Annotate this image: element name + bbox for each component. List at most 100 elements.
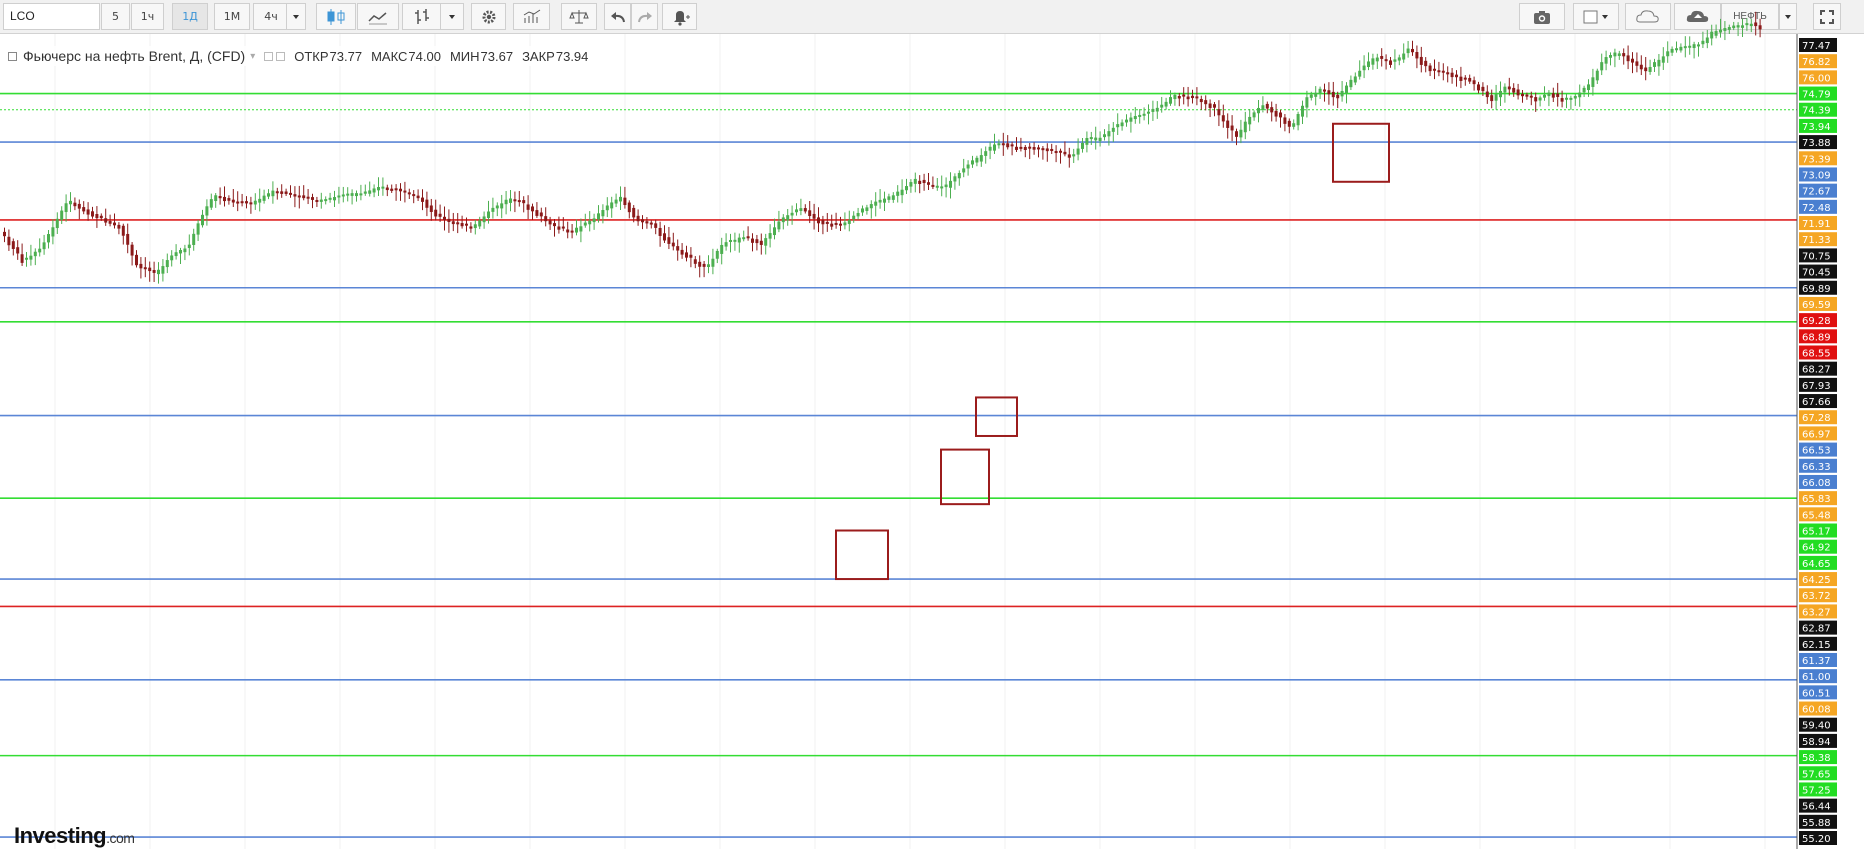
candle-body xyxy=(1063,151,1067,155)
interval-dropdown-button[interactable] xyxy=(286,3,306,30)
screenshot-button[interactable] xyxy=(1519,3,1565,30)
candle-body xyxy=(1314,92,1318,97)
indicators-icon xyxy=(523,9,540,23)
candle-body xyxy=(412,194,416,197)
price-label: 74.79 xyxy=(1802,90,1831,101)
candle-body xyxy=(649,222,653,225)
candle-body xyxy=(1714,31,1718,36)
candle-body xyxy=(1697,44,1700,47)
interval-5-button[interactable]: 5 xyxy=(101,3,130,30)
symbol-input[interactable]: LCO xyxy=(3,3,100,30)
candle-body xyxy=(768,233,772,239)
low-label: МИН xyxy=(449,48,480,64)
candle-body xyxy=(1138,114,1142,117)
price-label: 64.92 xyxy=(1802,543,1831,554)
candle-body xyxy=(1208,103,1212,108)
candle-body xyxy=(1657,59,1661,67)
undo-button[interactable] xyxy=(604,3,631,30)
candle-body xyxy=(1010,144,1014,147)
cloud-save-button[interactable] xyxy=(1674,3,1721,30)
chevron-down-icon[interactable]: ▾ xyxy=(250,50,256,62)
candle-body xyxy=(825,221,829,224)
candle-body xyxy=(403,190,407,193)
candle-body xyxy=(1204,100,1208,105)
price-label-bg xyxy=(1799,539,1837,554)
candle-body xyxy=(179,250,182,254)
candle-body xyxy=(957,172,961,179)
candle-body xyxy=(11,241,15,249)
candles-chart-type-button[interactable] xyxy=(316,3,356,30)
candle-body xyxy=(1745,23,1749,26)
price-label: 69.59 xyxy=(1802,300,1831,311)
price-label: 65.83 xyxy=(1802,494,1831,505)
collapse-legend-icon[interactable] xyxy=(8,51,17,61)
redo-button[interactable] xyxy=(631,3,658,30)
interval-1m-button[interactable]: 1М xyxy=(214,3,250,30)
candle-body xyxy=(632,207,636,218)
candle-body xyxy=(715,250,719,259)
price-label-bg xyxy=(1799,199,1837,214)
candle-body xyxy=(1375,57,1379,62)
candle-body xyxy=(1595,70,1599,81)
price-label: 69.28 xyxy=(1802,316,1831,327)
price-label-bg xyxy=(1799,296,1837,311)
candle-body xyxy=(245,201,248,204)
candle-body xyxy=(821,220,825,225)
candle-body xyxy=(346,193,350,196)
candle-body xyxy=(746,236,750,239)
axis-scroll-area xyxy=(1840,34,1864,849)
cloud-load-button[interactable] xyxy=(1625,3,1671,30)
candle-body xyxy=(284,191,288,194)
candle-body xyxy=(1362,65,1366,71)
compare-button[interactable] xyxy=(561,3,597,30)
candle-body xyxy=(1336,94,1340,99)
candle-body xyxy=(157,269,160,275)
candle-body xyxy=(1701,40,1705,45)
indicators-button[interactable] xyxy=(513,3,550,30)
candle-body xyxy=(99,215,103,219)
candle-body xyxy=(1468,77,1472,82)
fullscreen-button[interactable] xyxy=(1813,3,1841,30)
candle-body xyxy=(1529,95,1533,98)
candle-body xyxy=(311,197,314,200)
interval-4h-button[interactable]: 4ч xyxy=(253,3,289,30)
candle-body xyxy=(363,191,367,194)
candle-body xyxy=(25,257,28,260)
interval-1d-button[interactable]: 1Д xyxy=(172,3,208,30)
candle-body xyxy=(1283,117,1287,124)
candle-body xyxy=(737,237,741,243)
candle-body xyxy=(953,176,957,182)
investing-logo: Investing.com xyxy=(14,823,135,849)
line-chart-type-button[interactable] xyxy=(357,3,399,30)
candle-body xyxy=(482,216,486,223)
candle-body xyxy=(1433,68,1436,71)
candle-body xyxy=(1736,25,1740,28)
layout-button[interactable] xyxy=(1573,3,1619,30)
candle-body xyxy=(896,191,900,196)
candle-body xyxy=(293,194,297,197)
candle-body xyxy=(328,197,332,200)
candle-body xyxy=(1120,122,1124,127)
interval-1h-button[interactable]: 1ч xyxy=(131,3,164,30)
candle-body xyxy=(1323,89,1326,92)
price-label: 66.53 xyxy=(1802,446,1831,457)
candle-body xyxy=(139,263,143,269)
alert-button[interactable] xyxy=(662,3,697,30)
instrument-dropdown[interactable] xyxy=(1779,3,1797,30)
settings-icon[interactable] xyxy=(276,51,286,61)
candle-body xyxy=(1358,70,1362,77)
candle-body xyxy=(1499,90,1502,98)
candle-body xyxy=(843,222,847,226)
price-label-bg xyxy=(1799,54,1837,69)
candle-body xyxy=(1072,154,1076,157)
candle-body xyxy=(29,255,33,260)
drawing-tools-dropdown[interactable] xyxy=(440,3,464,30)
candle-body xyxy=(790,212,794,216)
candle-body xyxy=(1367,61,1370,68)
candle-body xyxy=(1125,119,1128,123)
visibility-icon[interactable] xyxy=(264,51,274,61)
candle-body xyxy=(1446,72,1450,75)
candle-body xyxy=(214,195,218,202)
settings-button[interactable] xyxy=(471,3,506,30)
